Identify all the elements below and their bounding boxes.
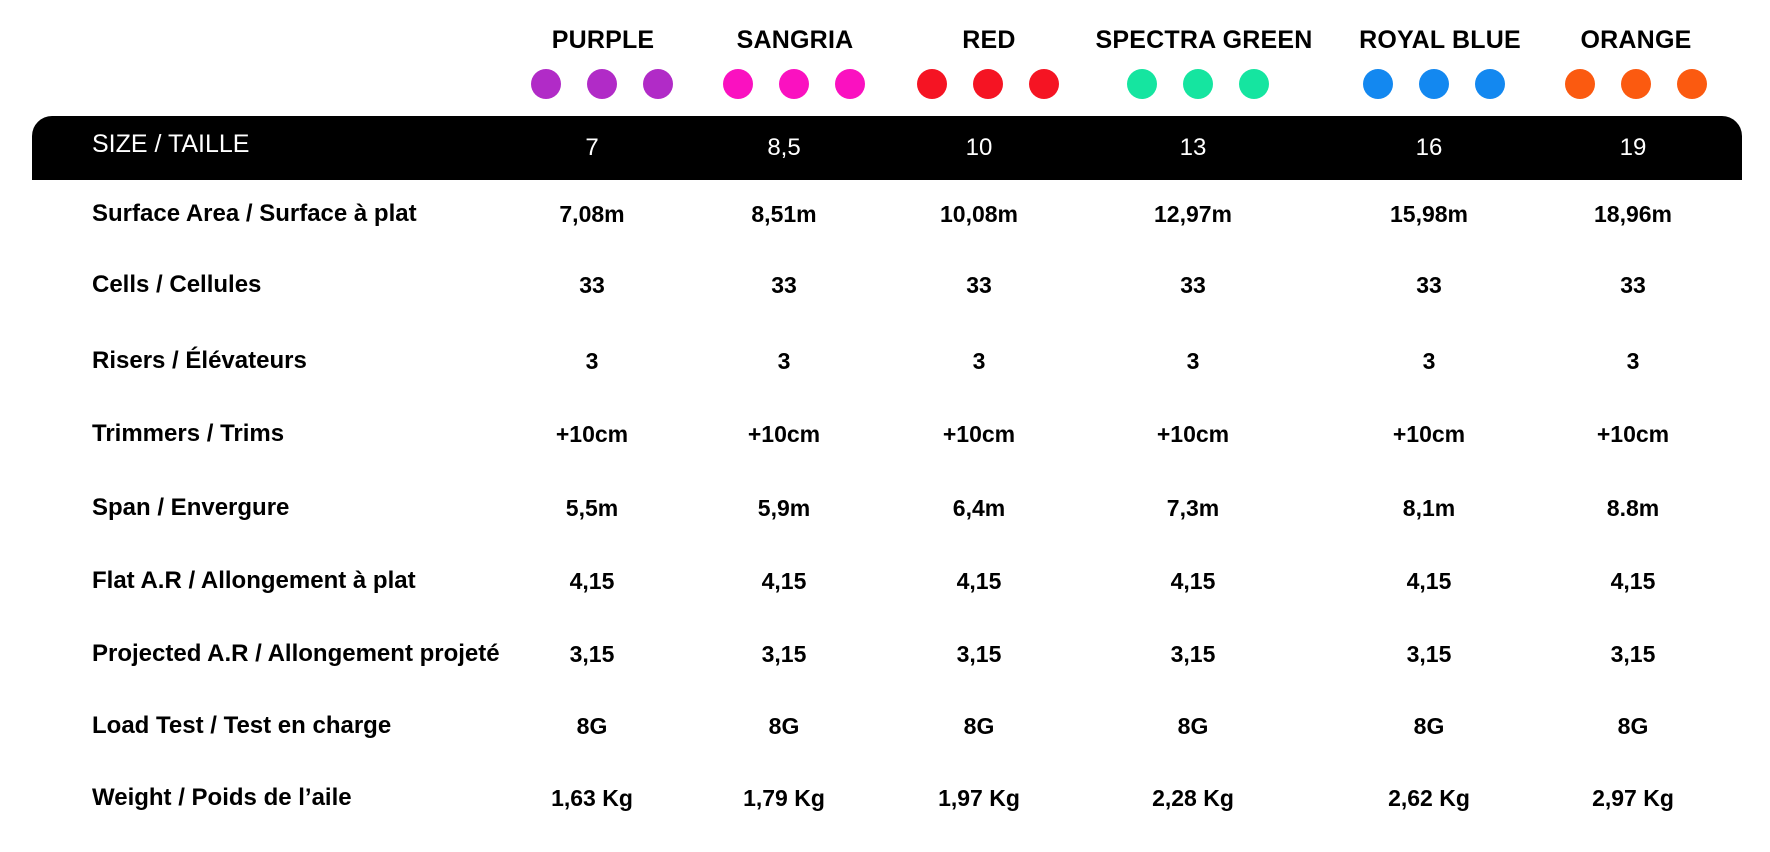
color-dot-red — [917, 69, 947, 99]
color-dot-orange — [1565, 69, 1595, 99]
table-cell: 5,5m — [565, 495, 619, 521]
color-name-purple: PURPLE — [551, 26, 655, 54]
color-name-red: RED — [962, 26, 1016, 54]
table-cell: 4,15 — [1406, 568, 1452, 594]
table-cell: 3,15 — [1610, 641, 1656, 667]
color-dot-purple — [531, 69, 561, 99]
table-cell: 3,15 — [761, 641, 807, 667]
size-8-5: 8,5 — [767, 134, 801, 161]
table-cell: 33 — [1620, 272, 1646, 298]
color-dot-spectra-green — [1239, 69, 1269, 99]
table-cell: 8G — [1617, 713, 1649, 739]
table-cell: 33 — [1416, 272, 1442, 298]
table-cell: 3 — [1186, 348, 1200, 374]
color-dot-royal-blue — [1363, 69, 1393, 99]
table-cell: 3,15 — [1406, 641, 1452, 667]
size-16: 16 — [1415, 134, 1443, 161]
table-cell: 4,15 — [569, 568, 615, 594]
table-cell: 3 — [1626, 348, 1640, 374]
size-19: 19 — [1619, 134, 1647, 161]
size-13: 13 — [1179, 134, 1207, 161]
row-label: Cells / Cellules — [92, 271, 262, 298]
table-cell: 33 — [966, 272, 992, 298]
table-cell: 2,28 Kg — [1152, 785, 1234, 811]
table-cell: 1,63 Kg — [551, 785, 633, 811]
table-cell: +10cm — [555, 421, 629, 447]
table-cell: 8G — [576, 713, 608, 739]
row-label: Weight / Poids de l’aile — [92, 784, 352, 811]
table-cell: 1,97 Kg — [938, 785, 1020, 811]
table-cell: 18,96m — [1593, 201, 1673, 227]
row-label: Risers / Élévateurs — [92, 347, 307, 374]
color-dot-spectra-green — [1183, 69, 1213, 99]
color-dot-orange — [1621, 69, 1651, 99]
table-cell: 8.8m — [1606, 495, 1660, 521]
table-cell: 7,08m — [559, 201, 625, 227]
table-cell: +10cm — [1392, 421, 1466, 447]
color-dot-orange — [1677, 69, 1707, 99]
row-label: Projected A.R / Allongement projeté — [92, 640, 500, 667]
table-cell: +10cm — [1156, 421, 1230, 447]
table-cell: 7,3m — [1166, 495, 1220, 521]
table-cell: 2,97 Kg — [1592, 785, 1674, 811]
table-cell: 3,15 — [1170, 641, 1216, 667]
table-cell: 8,51m — [751, 201, 817, 227]
table-cell: 15,98m — [1389, 201, 1469, 227]
table-cell: 33 — [579, 272, 605, 298]
color-name-orange: ORANGE — [1580, 26, 1692, 54]
table-cell: 3 — [972, 348, 986, 374]
table-cell: 4,15 — [1170, 568, 1216, 594]
table-cell: 6,4m — [952, 495, 1006, 521]
color-dot-red — [1029, 69, 1059, 99]
table-cell: 8G — [1177, 713, 1209, 739]
color-dot-spectra-green — [1127, 69, 1157, 99]
color-dot-sangria — [779, 69, 809, 99]
color-dot-purple — [643, 69, 673, 99]
table-cell: 3,15 — [956, 641, 1002, 667]
color-name-sangria: SANGRIA — [736, 26, 854, 54]
table-cell: 4,15 — [1610, 568, 1656, 594]
color-dot-sangria — [835, 69, 865, 99]
table-cell: 8G — [768, 713, 800, 739]
row-label: Load Test / Test en charge — [92, 712, 392, 739]
size-header-label: SIZE / TAILLE — [92, 130, 250, 158]
size-7: 7 — [585, 134, 599, 161]
table-cell: 33 — [771, 272, 797, 298]
color-dot-purple — [587, 69, 617, 99]
table-cell: 8G — [1413, 713, 1445, 739]
size-10: 10 — [965, 134, 993, 161]
color-dot-royal-blue — [1419, 69, 1449, 99]
table-cell: 4,15 — [761, 568, 807, 594]
table-cell: 10,08m — [939, 201, 1019, 227]
table-cell: 3,15 — [569, 641, 615, 667]
table-cell: 3 — [585, 348, 599, 374]
color-dot-royal-blue — [1475, 69, 1505, 99]
size-header-bar — [32, 116, 1742, 180]
table-cell: 3 — [777, 348, 791, 374]
row-label: Surface Area / Surface à plat — [92, 200, 417, 227]
table-cell: 2,62 Kg — [1388, 785, 1470, 811]
table-cell: 4,15 — [956, 568, 1002, 594]
color-dot-red — [973, 69, 1003, 99]
row-label: Flat A.R / Allongement à plat — [92, 567, 416, 594]
table-cell: +10cm — [942, 421, 1016, 447]
color-name-royal-blue: ROYAL BLUE — [1359, 26, 1521, 54]
table-cell: +10cm — [1596, 421, 1670, 447]
table-cell: 3 — [1422, 348, 1436, 374]
row-label: Trimmers / Trims — [92, 420, 285, 447]
table-cell: 5,9m — [757, 495, 811, 521]
table-cell: +10cm — [747, 421, 821, 447]
table-cell: 33 — [1180, 272, 1206, 298]
row-label: Span / Envergure — [92, 494, 290, 521]
table-cell: 12,97m — [1153, 201, 1233, 227]
table-cell: 8G — [963, 713, 995, 739]
table-cell: 1,79 Kg — [743, 785, 825, 811]
color-name-spectra-green: SPECTRA GREEN — [1095, 26, 1313, 54]
color-dot-sangria — [723, 69, 753, 99]
table-cell: 8,1m — [1402, 495, 1456, 521]
